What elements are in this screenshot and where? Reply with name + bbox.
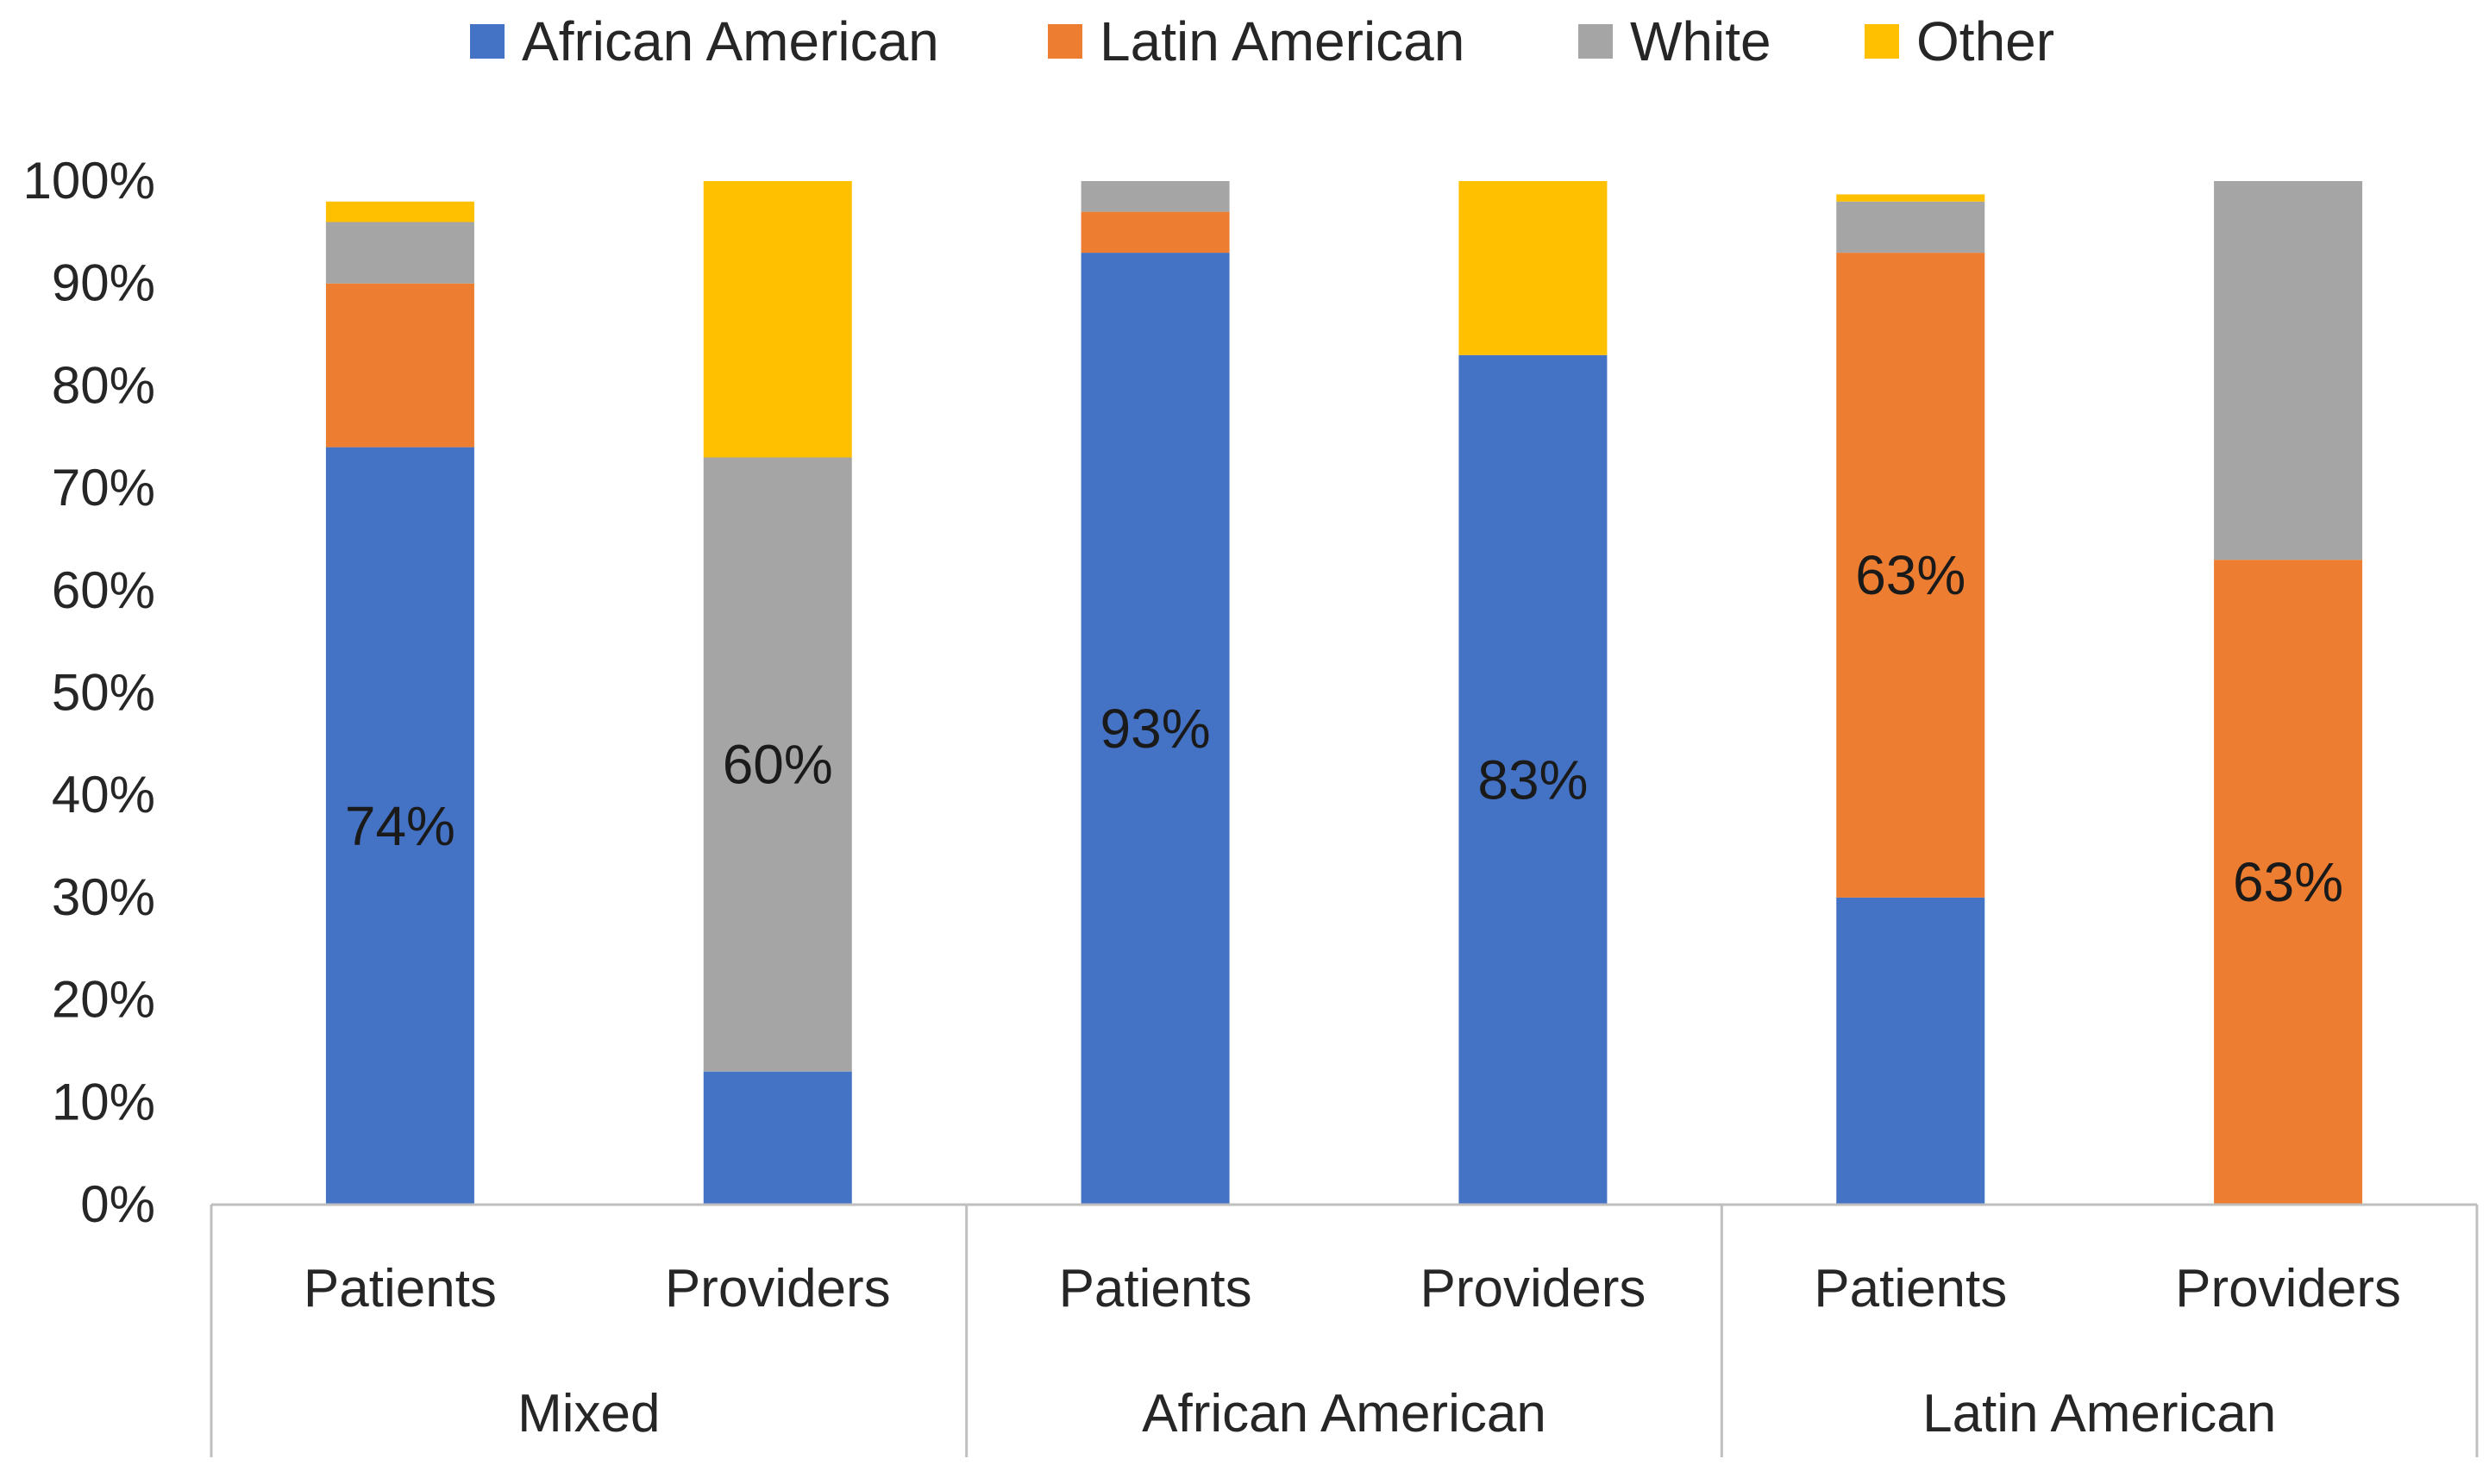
x-group-label: Mixed bbox=[517, 1384, 660, 1443]
legend-label-african-american: African American bbox=[522, 10, 939, 72]
y-tick-label: 100% bbox=[23, 152, 155, 210]
legend-swatch-african-american bbox=[470, 24, 505, 59]
y-tick-label: 10% bbox=[52, 1073, 155, 1130]
legend-label-latin-american: Latin American bbox=[1100, 10, 1464, 72]
legend-swatch-white bbox=[1578, 24, 1613, 59]
legend-label-white: White bbox=[1630, 10, 1771, 72]
bar-segment-latin-american bbox=[2214, 560, 2363, 1205]
data-label: 60% bbox=[723, 734, 833, 796]
data-label: 93% bbox=[1100, 698, 1211, 760]
bar-segment-latin-american bbox=[1081, 211, 1230, 254]
bar-segment-other bbox=[325, 201, 474, 222]
data-label: 83% bbox=[1477, 748, 1588, 811]
x-category-label: Patients bbox=[1814, 1259, 2007, 1318]
y-axis: 0% 10% 20% 30% 40% 50% 60% 70% 80% 90% 100% bbox=[23, 152, 155, 1233]
y-tick-label: 70% bbox=[52, 459, 155, 517]
y-tick-label: 30% bbox=[52, 868, 155, 926]
bar-segment-white bbox=[703, 457, 852, 1072]
data-label: 74% bbox=[345, 795, 455, 857]
bar-segment-other bbox=[1836, 194, 1985, 202]
x-axis: Patients Providers Mixed Patients Providers A… bbox=[210, 1203, 2479, 1457]
y-tick-label: 90% bbox=[52, 254, 155, 312]
legend-swatch-other bbox=[1865, 24, 1899, 59]
y-tick-label: 60% bbox=[52, 561, 155, 619]
legend-label-other: Other bbox=[1916, 10, 2054, 72]
y-tick-label: 0% bbox=[80, 1175, 155, 1233]
x-group-label: Latin American bbox=[1922, 1384, 2276, 1443]
bar-segment-african-american bbox=[1458, 354, 1608, 1205]
data-labels: 74% 60% 93% 83% 63% 63% bbox=[345, 544, 2343, 913]
y-tick-label: 40% bbox=[52, 766, 155, 823]
bar-segment-white bbox=[1836, 201, 1985, 254]
x-category-label: Providers bbox=[1420, 1259, 1646, 1318]
bar-segment-white bbox=[1081, 181, 1230, 212]
x-category-label: Patients bbox=[304, 1259, 497, 1318]
bar-segment-white bbox=[325, 222, 474, 284]
x-group-label: African American bbox=[1142, 1384, 1546, 1443]
bar-segment-african-american bbox=[325, 447, 474, 1205]
x-category-label: Providers bbox=[2175, 1259, 2401, 1318]
y-tick-label: 50% bbox=[52, 664, 155, 722]
data-label: 63% bbox=[1855, 544, 1965, 606]
bar-segment-other bbox=[1458, 181, 1608, 355]
bar-segment-latin-american bbox=[1836, 253, 1985, 898]
bar-segment-african-american bbox=[1081, 253, 1230, 1205]
x-category-label: Providers bbox=[665, 1259, 891, 1318]
x-category-label: Patients bbox=[1059, 1259, 1252, 1318]
y-tick-label: 20% bbox=[52, 971, 155, 1029]
legend-swatch-latin-american bbox=[1048, 24, 1082, 59]
bar-segment-white bbox=[2214, 181, 2363, 560]
chart-legend: African American Latin American White Other bbox=[470, 10, 2054, 72]
y-tick-label: 80% bbox=[52, 356, 155, 414]
bar-area bbox=[325, 181, 2363, 1205]
bar-segment-african-american bbox=[1836, 897, 1985, 1205]
data-label: 63% bbox=[2233, 851, 2343, 913]
bar-segment-other bbox=[703, 181, 852, 458]
bar-segment-latin-american bbox=[325, 283, 474, 448]
bar-segment-african-american bbox=[703, 1071, 852, 1205]
